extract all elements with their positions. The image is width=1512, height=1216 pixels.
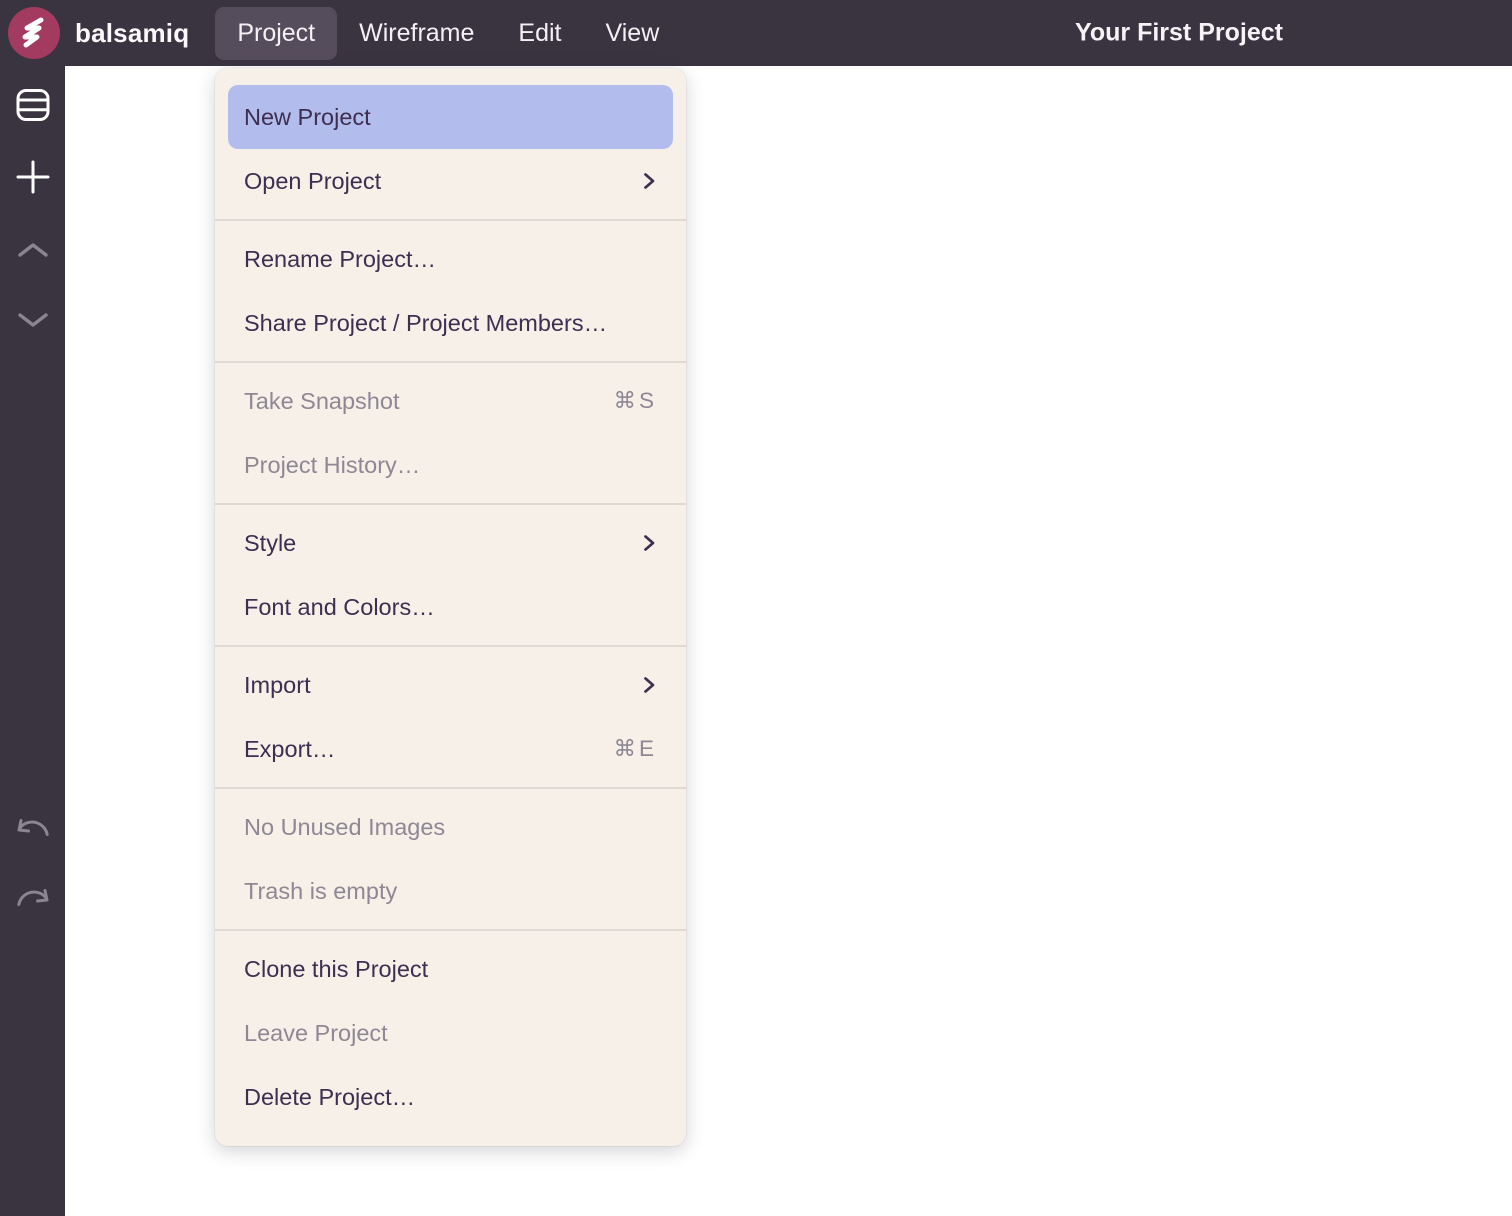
menu-item-take-snapshot: Take Snapshot ⌘S: [228, 369, 673, 433]
menu-item-trash-is-empty: Trash is empty: [228, 859, 673, 923]
menu-item-label: Import: [244, 671, 311, 698]
main-menu-bar: Project Wireframe Edit View: [215, 6, 681, 60]
menu-item-rename-project[interactable]: Rename Project…: [228, 227, 673, 291]
undo-icon[interactable]: [13, 816, 53, 844]
menu-item-label: New Project: [244, 103, 371, 130]
menu-item-label: Font and Colors…: [244, 593, 435, 620]
menu-item-label: Take Snapshot: [244, 387, 400, 414]
menu-section: Take Snapshot ⌘S Project History…: [215, 361, 686, 503]
left-toolbar: [0, 66, 65, 1216]
menu-item-label: Project History…: [244, 451, 421, 478]
shortcut-label: ⌘E: [613, 736, 657, 761]
menu-item-label: Leave Project: [244, 1019, 388, 1046]
menu-item-export[interactable]: Export… ⌘E: [228, 717, 673, 781]
menu-project[interactable]: Project: [215, 6, 338, 60]
menu-item-label: Rename Project…: [244, 245, 436, 272]
menu-item-label: Trash is empty: [244, 877, 398, 904]
menu-section: Rename Project… Share Project / Project …: [215, 219, 686, 361]
submenu-chevron-icon: [641, 171, 657, 191]
menu-item-no-unused-images: No Unused Images: [228, 795, 673, 859]
chevron-up-icon[interactable]: [16, 241, 50, 259]
menu-item-open-project[interactable]: Open Project: [228, 149, 673, 213]
menu-item-delete-project[interactable]: Delete Project…: [228, 1065, 673, 1129]
menu-section: Style Font and Colors…: [215, 503, 686, 645]
menu-item-new-project[interactable]: New Project: [228, 85, 673, 149]
menu-section: New Project Open Project: [215, 79, 686, 219]
menu-edit[interactable]: Edit: [518, 18, 562, 47]
menu-item-label: Clone this Project: [244, 955, 429, 982]
menu-item-clone-this-project[interactable]: Clone this Project: [228, 937, 673, 1001]
menu-item-leave-project: Leave Project: [228, 1001, 673, 1065]
menu-view[interactable]: View: [605, 18, 660, 47]
project-dropdown-menu: New Project Open Project Rename Project……: [215, 68, 686, 1146]
menu-item-label: No Unused Images: [244, 813, 446, 840]
menu-item-label: Open Project: [244, 167, 382, 194]
menu-item-project-history: Project History…: [228, 433, 673, 497]
menu-item-import[interactable]: Import: [228, 653, 673, 717]
menu-item-label: Share Project / Project Members…: [244, 309, 608, 336]
menu-section: No Unused Images Trash is empty: [215, 787, 686, 929]
balsamiq-logo-icon[interactable]: [8, 7, 60, 59]
menu-item-label: Style: [244, 529, 297, 556]
menu-item-font-and-colors[interactable]: Font and Colors…: [228, 575, 673, 639]
brand-name: balsamiq: [75, 17, 190, 48]
project-title[interactable]: Your First Project: [1075, 18, 1283, 47]
menu-item-share-project[interactable]: Share Project / Project Members…: [228, 291, 673, 355]
add-wireframe-icon[interactable]: [14, 158, 52, 196]
menu-section: Clone this Project Leave Project Delete …: [215, 929, 686, 1135]
menu-section: Import Export… ⌘E: [215, 645, 686, 787]
submenu-chevron-icon: [641, 675, 657, 695]
menu-item-style[interactable]: Style: [228, 511, 673, 575]
shortcut-label: ⌘S: [613, 388, 657, 413]
chevron-down-icon[interactable]: [16, 311, 50, 329]
menu-item-label: Export…: [244, 735, 336, 762]
wireframes-panel-icon[interactable]: [14, 87, 52, 123]
submenu-chevron-icon: [641, 533, 657, 553]
menu-wireframe[interactable]: Wireframe: [359, 18, 475, 47]
menu-item-label: Delete Project…: [244, 1083, 416, 1110]
top-bar: balsamiq Project Wireframe Edit View You…: [0, 0, 1512, 66]
redo-icon[interactable]: [13, 886, 53, 914]
